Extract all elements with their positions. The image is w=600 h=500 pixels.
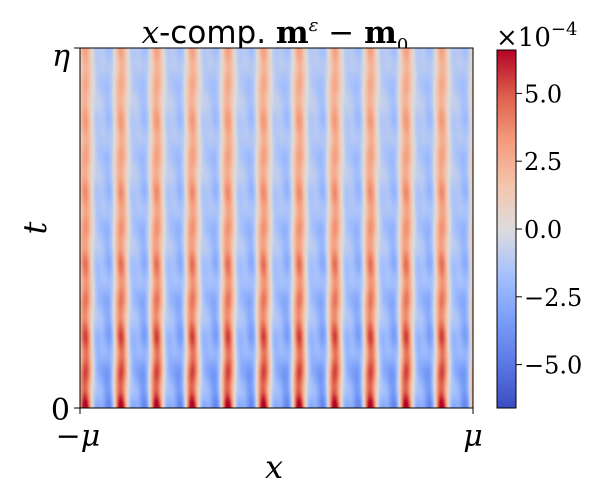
x-tick-label-minus-mu: −μ — [56, 419, 101, 454]
colorbar-bar — [497, 50, 516, 408]
colorbar-tick-label: 0.0 — [524, 216, 562, 244]
colorbar-tick-label: −5.0 — [524, 352, 582, 380]
title-x: x — [142, 15, 160, 51]
x-axis-label: x — [265, 448, 283, 486]
title-comp: -comp. — [159, 15, 276, 51]
plot-frame — [79, 47, 474, 409]
colorbar-ticks: 5.0 2.5 0.0 −2.5 −5.0 — [516, 80, 582, 380]
colorbar-multiplier: ×10−4 — [496, 19, 577, 53]
colorbar-tick-label: −2.5 — [524, 284, 582, 312]
heatmap-area — [80, 48, 473, 408]
y-tick-label-eta: η — [52, 39, 70, 74]
y-tick-label-zero: 0 — [51, 393, 70, 428]
colorbar-tick-label: 5.0 — [524, 80, 562, 108]
colorbar-multiplier-base: ×10 — [496, 23, 551, 53]
title-minus: − — [318, 15, 364, 51]
heatmap-canvas — [80, 48, 473, 408]
title-sub0: 0 — [397, 35, 408, 56]
colorbar-multiplier-exp: −4 — [551, 19, 578, 40]
chart-title: x-comp. mε − m0 — [142, 15, 409, 56]
title-m: m — [276, 15, 309, 51]
x-tick-label-mu: μ — [463, 419, 483, 454]
title-epsilon: ε — [309, 15, 319, 36]
y-axis-label: t — [16, 221, 54, 234]
title-m0: m — [364, 15, 397, 51]
colorbar-tick-label: 2.5 — [524, 148, 562, 176]
